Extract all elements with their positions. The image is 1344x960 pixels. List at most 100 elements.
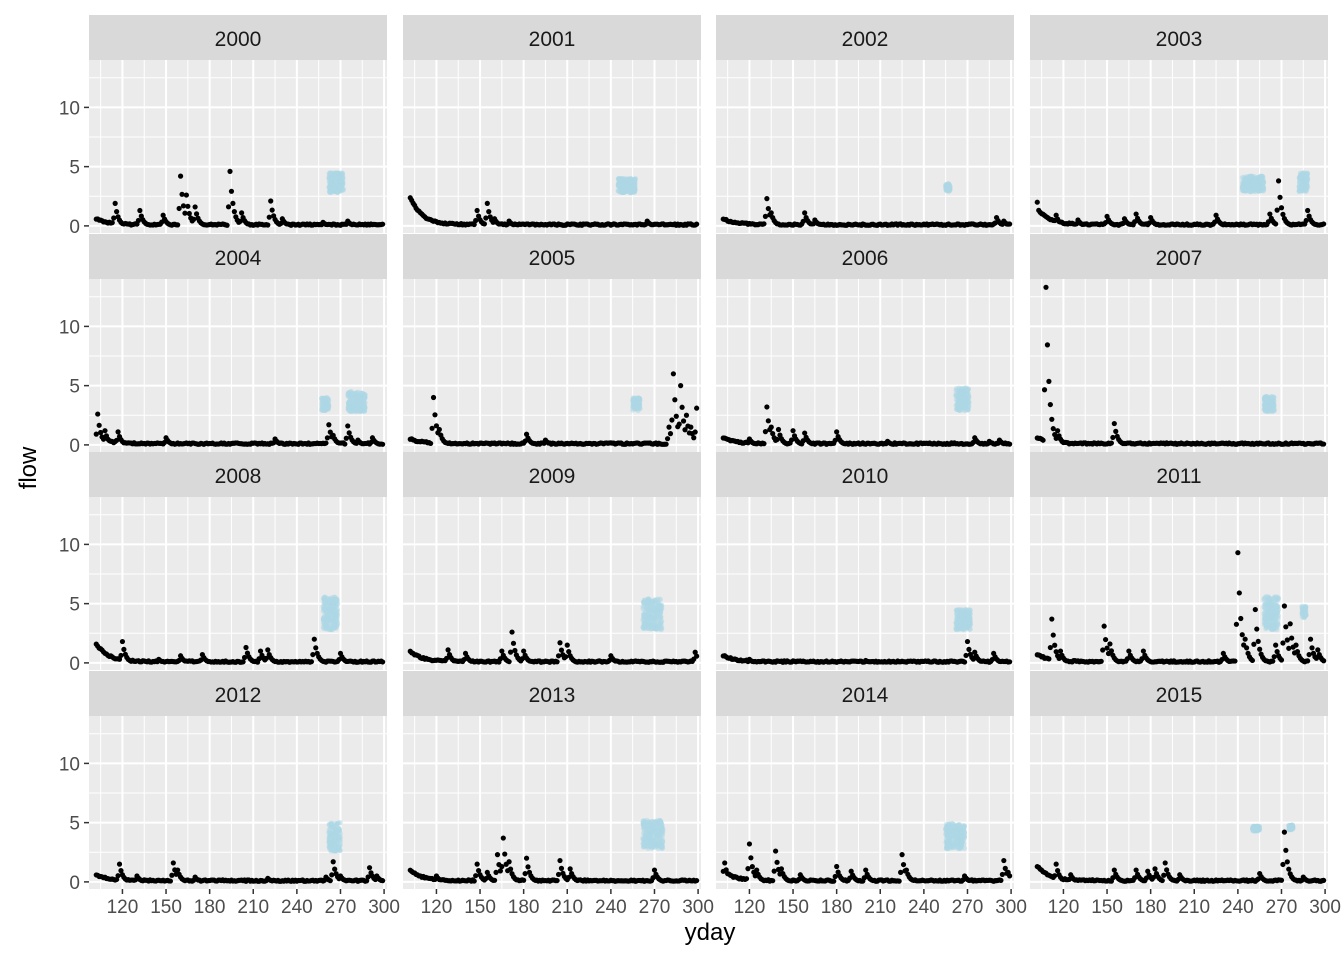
data-point bbox=[227, 168, 233, 174]
highlight-point bbox=[634, 403, 641, 410]
highlight-point bbox=[944, 183, 951, 189]
data-point bbox=[1046, 656, 1052, 662]
highlight-point bbox=[323, 626, 330, 632]
facet-strip bbox=[89, 15, 387, 60]
highlight-point bbox=[352, 390, 358, 397]
data-point bbox=[474, 207, 480, 214]
highlight-point bbox=[961, 395, 967, 401]
data-point bbox=[93, 431, 99, 437]
data-point bbox=[342, 441, 348, 447]
highlight-point bbox=[1300, 181, 1306, 187]
panel-background bbox=[716, 279, 1014, 452]
data-point bbox=[964, 638, 971, 645]
data-point bbox=[430, 394, 437, 401]
data-point bbox=[265, 222, 271, 228]
data-point bbox=[1049, 616, 1055, 622]
data-point bbox=[800, 218, 806, 224]
highlight-point bbox=[1270, 625, 1277, 631]
data-point bbox=[224, 222, 230, 228]
data-point bbox=[269, 207, 275, 213]
data-point bbox=[112, 200, 118, 206]
data-point bbox=[183, 192, 189, 198]
facet-strip-label: 2005 bbox=[529, 247, 576, 270]
data-point bbox=[1321, 221, 1327, 227]
data-point bbox=[1238, 615, 1244, 622]
data-point bbox=[1046, 378, 1052, 384]
facet-panel: 2009 bbox=[403, 452, 701, 670]
data-point bbox=[1101, 623, 1107, 629]
highlight-point bbox=[627, 179, 634, 185]
data-point bbox=[673, 413, 679, 419]
data-point bbox=[1243, 645, 1250, 651]
data-point bbox=[1108, 648, 1115, 654]
highlight-point bbox=[337, 186, 344, 193]
facet-panel: 2007 bbox=[1030, 234, 1328, 452]
data-point bbox=[762, 429, 769, 435]
facet-strip-label: 2004 bbox=[215, 247, 262, 270]
highlight-point bbox=[1271, 406, 1277, 412]
data-point bbox=[1235, 550, 1241, 556]
data-point bbox=[764, 196, 770, 202]
data-point bbox=[1305, 207, 1311, 214]
highlight-point bbox=[958, 385, 965, 392]
highlight-point bbox=[327, 170, 333, 177]
data-point bbox=[506, 659, 512, 665]
panel-background bbox=[716, 497, 1014, 670]
data-point bbox=[1252, 606, 1258, 613]
highlight-point bbox=[1262, 609, 1268, 615]
panel-background bbox=[403, 497, 701, 670]
highlight-point bbox=[1239, 184, 1246, 190]
highlight-point bbox=[964, 387, 970, 393]
data-point bbox=[429, 425, 435, 431]
facet-strip bbox=[1030, 15, 1328, 60]
data-point bbox=[241, 654, 248, 661]
facet-strip-label: 2011 bbox=[1156, 465, 1201, 488]
highlight-point bbox=[1260, 184, 1266, 190]
data-point bbox=[667, 431, 674, 437]
highlight-point bbox=[321, 614, 328, 620]
data-point bbox=[484, 200, 490, 206]
data-point bbox=[265, 647, 271, 653]
data-point bbox=[268, 198, 274, 204]
panel-background bbox=[89, 279, 387, 452]
data-point bbox=[1055, 428, 1061, 434]
highlight-point bbox=[327, 189, 333, 195]
data-point bbox=[100, 436, 107, 442]
data-point bbox=[692, 429, 698, 435]
data-point bbox=[1232, 658, 1238, 664]
highlight-point bbox=[966, 613, 972, 619]
data-point bbox=[324, 435, 330, 441]
panel-background bbox=[89, 497, 387, 670]
data-point bbox=[1052, 642, 1058, 648]
data-point bbox=[1280, 640, 1286, 646]
data-point bbox=[770, 431, 776, 437]
highlight-point bbox=[954, 612, 960, 618]
highlight-point bbox=[1272, 603, 1279, 609]
data-point bbox=[765, 205, 771, 212]
data-point bbox=[1277, 194, 1283, 200]
data-point bbox=[663, 441, 669, 447]
data-point bbox=[135, 217, 142, 224]
data-point bbox=[1254, 626, 1260, 632]
data-point bbox=[186, 210, 192, 217]
data-point bbox=[486, 209, 492, 215]
highlight-point bbox=[646, 625, 652, 632]
data-point bbox=[483, 215, 489, 221]
facet-strip-label: 2000 bbox=[215, 28, 262, 51]
y-tick-label: 5 bbox=[69, 158, 80, 179]
data-point bbox=[966, 646, 972, 652]
data-point bbox=[1257, 646, 1263, 652]
facet-panel: 2002 bbox=[716, 15, 1014, 233]
data-point bbox=[231, 209, 237, 215]
data-point bbox=[666, 424, 672, 430]
data-point bbox=[177, 173, 184, 179]
data-point bbox=[509, 629, 515, 635]
data-point bbox=[121, 646, 127, 652]
data-point bbox=[564, 642, 570, 648]
highlight-point bbox=[340, 177, 346, 184]
data-point bbox=[688, 424, 694, 430]
highlight-point bbox=[622, 177, 629, 183]
data-point bbox=[1321, 441, 1327, 447]
highlight-point bbox=[1243, 184, 1249, 190]
